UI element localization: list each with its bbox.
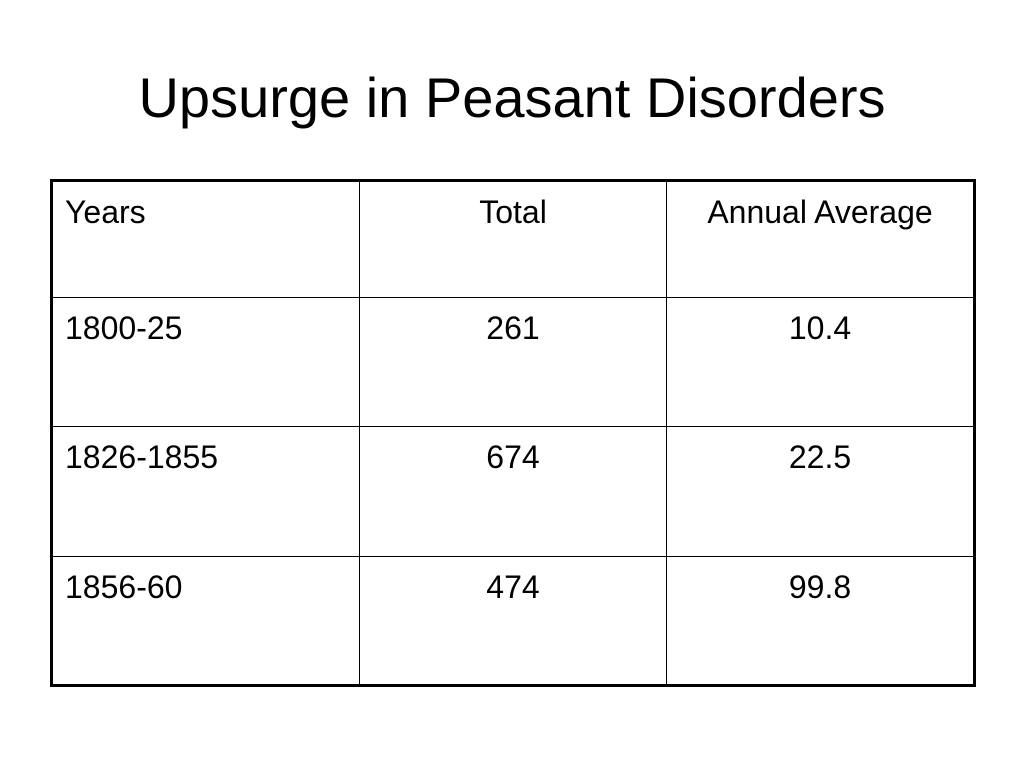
cell-annual-average: 22.5 [666,426,975,557]
cell-total: 674 [359,426,667,557]
table-row: 1800-25 261 10.4 [51,296,975,428]
cell-total: 474 [359,555,667,687]
cell-years: 1856-60 [51,555,360,687]
cell-annual-average: 10.4 [666,296,975,428]
disorders-table: Years Total Annual Average 1800-25 261 1… [50,179,976,687]
table-header-row: Years Total Annual Average [51,180,975,298]
cell-years: 1826-1855 [51,426,360,557]
header-annual-average: Annual Average [666,180,975,298]
cell-total: 261 [359,296,667,428]
header-total: Total [359,180,667,298]
header-years: Years [51,180,360,298]
cell-years: 1800-25 [51,296,360,428]
slide-title: Upsurge in Peasant Disorders [138,66,886,129]
cell-annual-average: 99.8 [666,555,975,687]
table-row: 1856-60 474 99.8 [51,555,975,687]
table-row: 1826-1855 674 22.5 [51,426,975,557]
